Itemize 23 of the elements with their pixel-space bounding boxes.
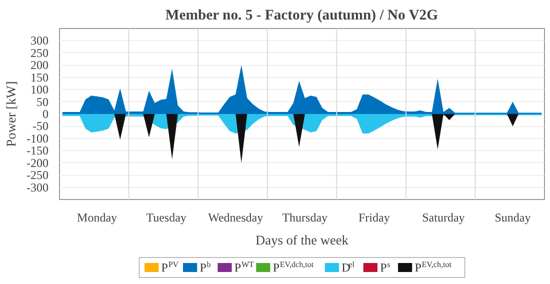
y-tick-label: 100 — [30, 82, 48, 97]
y-tick-label: 200 — [30, 58, 48, 72]
x-tick-label: Monday — [77, 210, 118, 224]
x-tick-label: Wednesday — [208, 210, 264, 224]
y-tick-label: 300 — [30, 34, 48, 48]
y-tick-label: -100 — [26, 131, 49, 146]
y-tick-label: -150 — [26, 144, 49, 158]
y-tick-label: 250 — [30, 46, 48, 60]
y-tick-label: 0 — [42, 107, 48, 121]
y-axis-title: Power [kW] — [4, 81, 19, 147]
x-axis-title: Days of the week — [256, 232, 349, 248]
y-tick-label: -300 — [26, 180, 49, 194]
y-tick-label: -50 — [32, 119, 49, 134]
x-tick-label: Thursday — [282, 210, 328, 224]
y-tick-label: 150 — [30, 70, 48, 84]
chart-title: Member no. 5 - Factory (autumn) / No V2G — [165, 8, 438, 24]
y-tick-label: -200 — [26, 156, 49, 170]
x-tick-label: Sunday — [494, 210, 531, 224]
y-tick-label: -250 — [26, 168, 49, 182]
x-tick-label: Tuesday — [146, 210, 186, 224]
y-tick-label: 50 — [36, 94, 48, 109]
x-tick-label: Saturday — [422, 210, 465, 224]
x-tick-label: Friday — [358, 210, 390, 224]
